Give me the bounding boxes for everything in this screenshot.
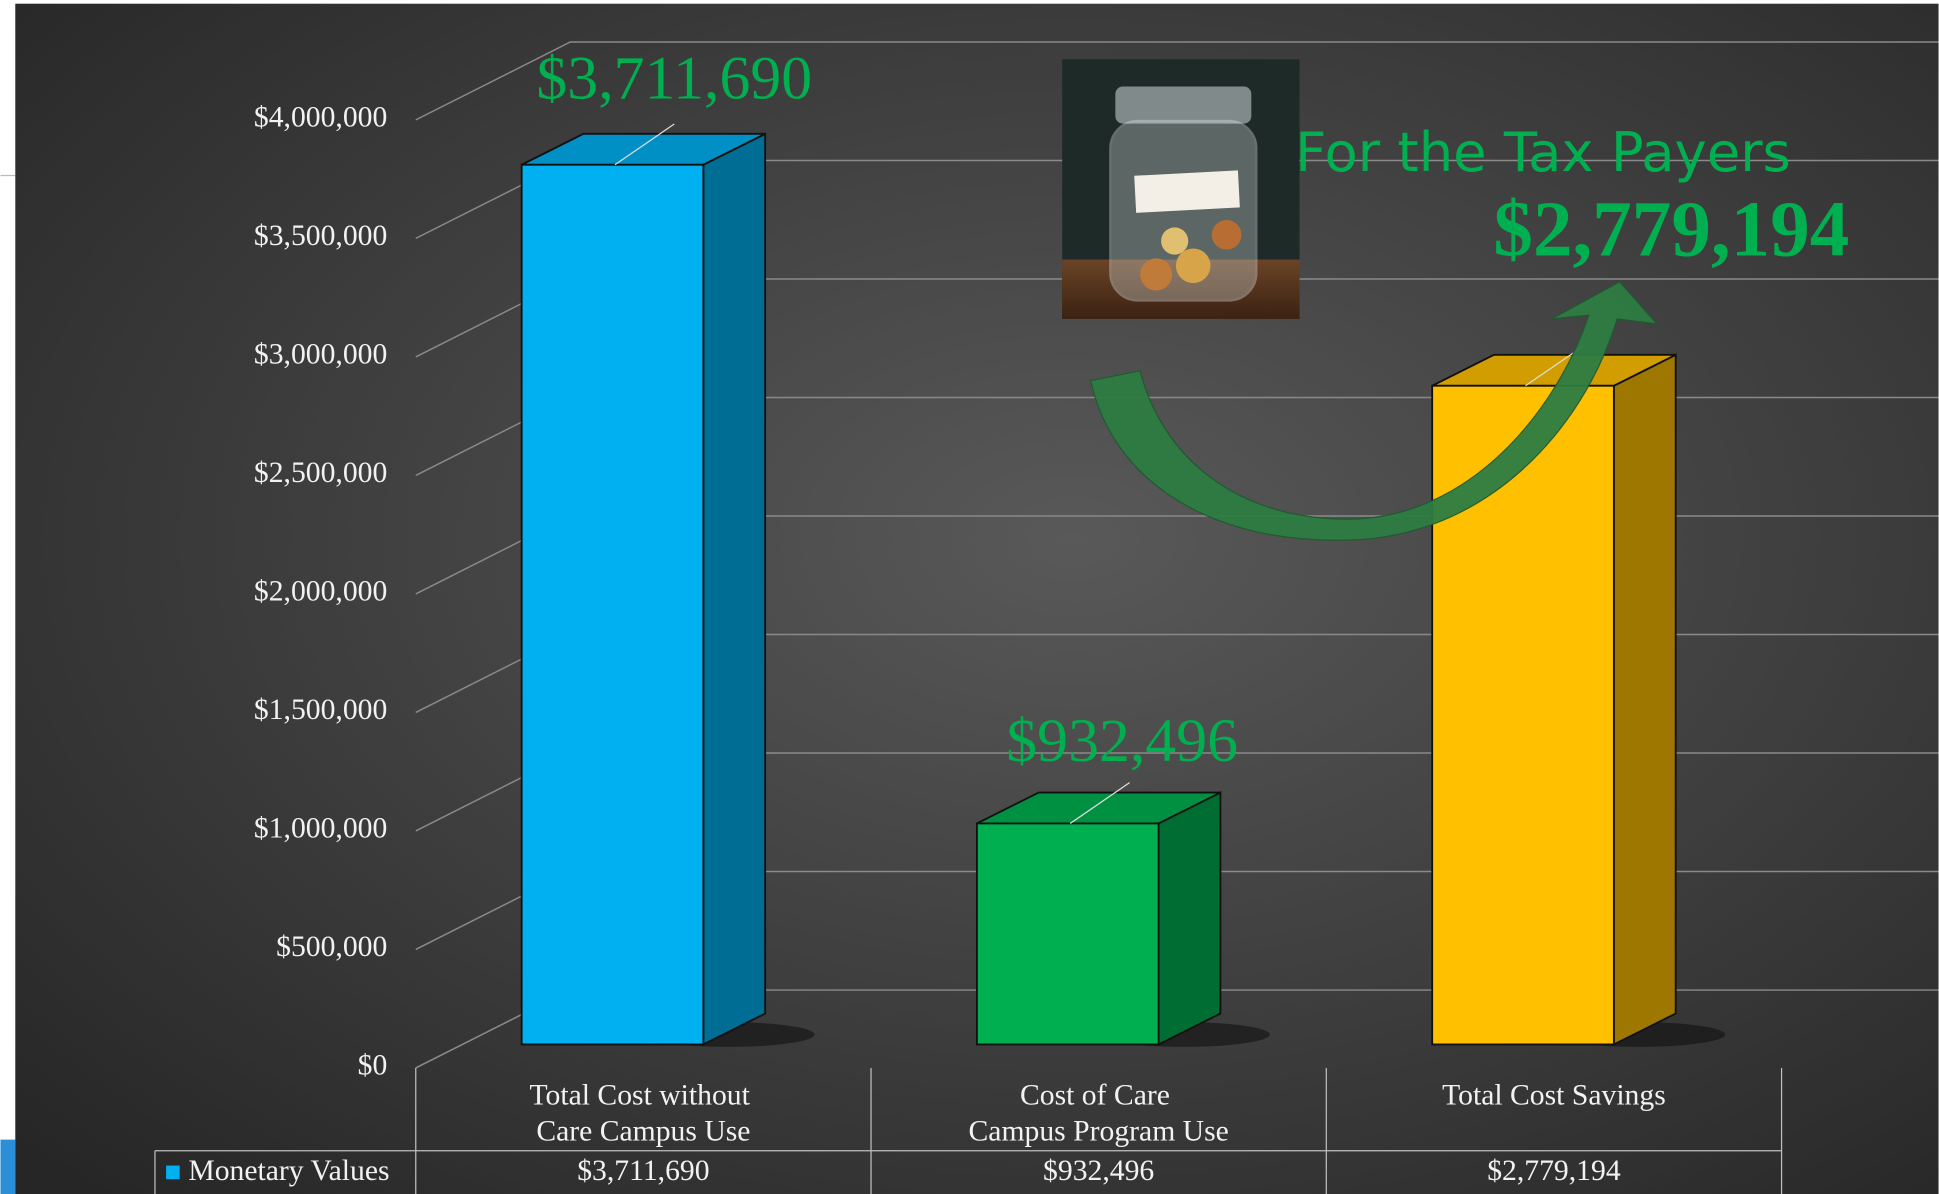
- y-tick-label: $4,000,000: [254, 102, 387, 134]
- coin: [1212, 220, 1242, 250]
- coin: [1161, 227, 1188, 254]
- category-line: Total Cost without: [530, 1079, 758, 1111]
- value-label: $3,711,690: [536, 45, 812, 113]
- bar-side: [703, 134, 765, 1045]
- y-tick-label: $1,500,000: [254, 694, 387, 726]
- savings-jar: [1062, 59, 1299, 319]
- legend-label: Monetary Values: [188, 1155, 389, 1187]
- table-value: $932,496: [1043, 1155, 1154, 1187]
- bar: [522, 165, 704, 1045]
- y-tick-label: $2,000,000: [254, 576, 387, 608]
- jar-label-card: [1134, 170, 1240, 212]
- chart: $0 $500,000 $1,000,000 $1,500,000 $2,000,000…: [0, 0, 1939, 1194]
- y-tick-label: $3,500,000: [254, 220, 387, 252]
- legend-marker: [166, 1166, 180, 1180]
- coin: [1176, 248, 1211, 283]
- table-value: $3,711,690: [577, 1155, 709, 1187]
- category-label: Total Cost Savings: [1442, 1079, 1666, 1111]
- bar-side: [1614, 355, 1676, 1045]
- annotation: For the Tax Payers: [1295, 121, 1791, 184]
- page: $0 $500,000 $1,000,000 $1,500,000 $2,000,000…: [0, 0, 1939, 1194]
- coin: [1140, 258, 1172, 290]
- jar-lid: [1115, 87, 1251, 124]
- category-line: Care Campus Use: [536, 1115, 750, 1147]
- bar: [1432, 386, 1614, 1045]
- bar-side: [1159, 793, 1221, 1045]
- y-tick-label: $500,000: [276, 931, 387, 963]
- edge-tab: [0, 1140, 15, 1194]
- y-tick-label: $2,500,000: [254, 457, 387, 489]
- y-tick-label: $0: [358, 1050, 388, 1082]
- value-label: $2,779,194: [1493, 187, 1849, 274]
- y-tick-label: $3,000,000: [254, 339, 387, 371]
- value-label: $932,496: [1006, 707, 1238, 775]
- y-tick-label: $1,000,000: [254, 813, 387, 845]
- bar: [977, 823, 1159, 1044]
- category-line: Campus Program Use: [969, 1115, 1229, 1147]
- table-value: $2,779,194: [1487, 1155, 1621, 1187]
- category-line: Cost of Care: [1020, 1079, 1177, 1111]
